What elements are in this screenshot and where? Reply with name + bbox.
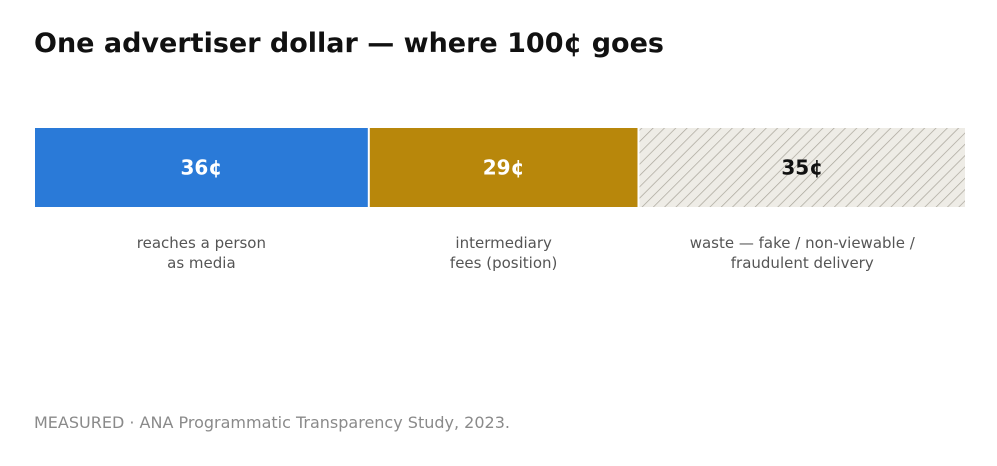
chart-title: One advertiser dollar — where 100¢ goes [34,28,664,59]
segment-caption-3-line-2: fraudulent delivery [731,254,874,272]
segment-caption-1-line-2: as media [167,254,236,272]
bar-segment-3 [639,128,965,207]
bar-segment-2 [369,128,638,207]
bar-segment-1 [35,128,368,207]
segment-value-label-2: 29¢ [483,156,525,180]
segment-caption-3-line-1: waste — fake / non-viewable / [690,234,916,252]
bar-segments: 36¢ reaches a person as media 29¢ intermedia… [35,128,965,272]
segment-caption-1-line-1: reaches a person [137,234,266,252]
segment-caption-2-line-2: fees (position) [450,254,557,272]
source-footnote: MEASURED · ANA Programmatic Transparency… [34,413,510,432]
segment-value-label-1: 36¢ [181,156,223,180]
segment-value-label-3: 35¢ [781,156,823,180]
segment-caption-2-line-1: intermediary [455,234,552,252]
